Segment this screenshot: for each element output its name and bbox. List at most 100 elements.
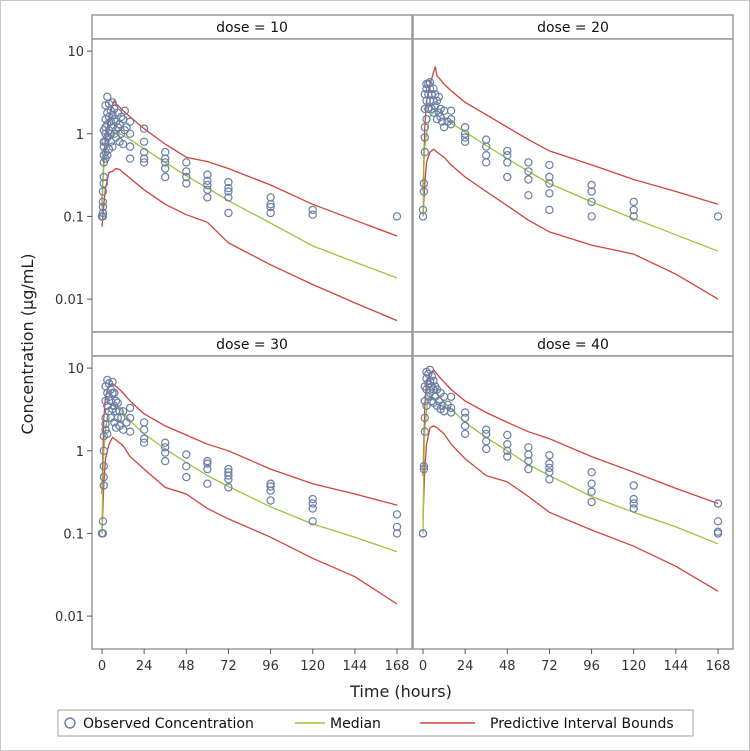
observed-point — [420, 133, 429, 142]
observed-point — [203, 170, 212, 179]
observed-point — [524, 158, 533, 167]
observed-point — [419, 187, 429, 196]
observed-point — [482, 158, 491, 167]
observed-point — [629, 212, 638, 221]
x-tick-label: 72 — [220, 659, 237, 674]
observed-point — [224, 183, 233, 193]
observed-point — [587, 212, 596, 221]
observed-point — [266, 496, 275, 505]
observed-point — [160, 147, 170, 157]
observed-point — [545, 451, 554, 460]
observed-point — [110, 388, 119, 398]
observed-point — [503, 452, 512, 461]
y-tick-label: 0.01 — [55, 293, 84, 308]
observed-point — [98, 187, 108, 196]
observed-point — [422, 401, 431, 410]
observed-point — [460, 408, 470, 417]
x-tick-label: 144 — [663, 659, 688, 674]
observed-point — [182, 158, 191, 167]
observed-point — [429, 84, 438, 94]
observed-point — [425, 376, 435, 386]
observed-point — [629, 481, 638, 490]
panel-1: dose = 10 — [91, 14, 413, 333]
observed-point — [120, 106, 130, 115]
observed-point — [224, 475, 233, 484]
observed-point — [308, 504, 317, 513]
observed-point — [224, 464, 233, 474]
observed-point — [113, 398, 123, 407]
panel-header-strip — [91, 331, 413, 357]
observed-point — [125, 129, 135, 138]
observed-point — [524, 175, 533, 184]
observed-point — [308, 205, 317, 215]
observed-point — [160, 172, 170, 182]
observed-point — [419, 462, 429, 471]
y-tick-label: 0.1 — [63, 527, 84, 542]
observed-point — [503, 172, 512, 182]
panel-series — [97, 92, 402, 322]
observed-point — [98, 197, 108, 207]
observed-point — [422, 114, 431, 124]
x-tick-label: 96 — [583, 659, 600, 674]
observed-point — [418, 529, 428, 538]
panel-header-strip — [412, 331, 734, 357]
observed-point — [139, 147, 149, 157]
observed-point — [203, 176, 212, 185]
observed-point — [446, 403, 456, 413]
legend-observed-marker — [64, 717, 76, 729]
observed-point — [392, 529, 402, 538]
lower-bound-line — [422, 148, 719, 300]
observed-point — [139, 438, 149, 447]
x-tick-label: 24 — [136, 659, 153, 674]
observed-point — [99, 462, 109, 471]
observed-point — [482, 444, 491, 454]
observed-point — [482, 142, 491, 151]
y-tick-label: 10 — [67, 362, 84, 377]
observed-point — [139, 434, 149, 443]
panel-header-label: dose = 20 — [537, 20, 609, 36]
legend: Observed Concentration Median Predictive… — [57, 709, 694, 737]
axes: 0.01 0.1 1 10 0.01 0.1 1 10 0 24 48 72 96 120 144 168 0 2… — [55, 45, 730, 674]
panel-plot-area — [412, 355, 734, 650]
observed-point — [266, 200, 275, 209]
observed-point — [392, 212, 402, 221]
observed-point — [446, 114, 456, 124]
observed-point — [101, 137, 110, 146]
observed-point — [108, 110, 117, 119]
observed-point — [108, 142, 117, 151]
observed-point — [446, 392, 456, 401]
observed-point — [545, 179, 554, 188]
panel-header-strip — [412, 14, 734, 40]
observed-point — [203, 479, 212, 488]
observed-point — [427, 371, 436, 381]
observed-point — [101, 425, 110, 434]
observed-point — [224, 187, 233, 196]
lower-bound-line — [101, 436, 398, 605]
observed-point — [713, 529, 723, 538]
observed-point — [106, 137, 116, 146]
observed-point — [182, 179, 191, 188]
legend-observed-label: Observed Concentration — [83, 716, 254, 732]
observed-point — [438, 401, 447, 410]
observed-point — [160, 164, 170, 173]
observed-point — [524, 191, 533, 200]
observed-point — [587, 487, 596, 496]
observed-point — [446, 408, 456, 417]
y-tick-label: 10 — [67, 45, 84, 60]
observed-point — [160, 158, 170, 167]
x-tick-label: 96 — [262, 659, 279, 674]
observed-point — [160, 154, 170, 163]
observed-point — [429, 376, 438, 386]
observed-point — [629, 504, 638, 513]
observed-point — [545, 205, 554, 215]
observed-point — [460, 429, 470, 439]
observed-point — [587, 497, 596, 507]
observed-point — [118, 114, 128, 124]
x-axis-title: Time (hours) — [349, 682, 452, 701]
observed-point — [629, 205, 638, 215]
observed-point — [125, 117, 135, 126]
observed-point — [460, 413, 470, 423]
observed-point — [460, 129, 470, 138]
x-tick-label: 48 — [178, 659, 195, 674]
observed-point — [460, 133, 470, 142]
